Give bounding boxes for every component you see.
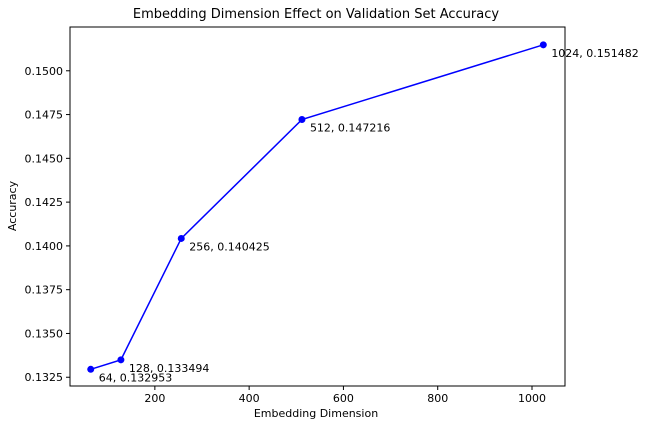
x-tick-label: 200	[144, 392, 165, 405]
x-tick-label: 1000	[518, 392, 546, 405]
data-point	[177, 234, 185, 242]
y-tick-label: 0.1350	[25, 327, 64, 340]
y-axis-label: Accuracy	[6, 180, 19, 231]
y-tick-label: 0.1425	[25, 196, 64, 209]
data-label: 64, 0.132953	[99, 371, 172, 384]
data-point	[87, 365, 95, 373]
x-tick-label: 600	[333, 392, 354, 405]
data-label: 256, 0.140425	[189, 240, 269, 253]
axes-frame	[69, 26, 566, 387]
chart-title: Embedding Dimension Effect on Validation…	[133, 7, 499, 22]
data-label: 128, 0.133494	[129, 362, 209, 375]
y-tick-label: 0.1450	[25, 152, 64, 165]
plot-area: 200 400 600 800 1000 0.1325 0.1350 0.1375 0.1400…	[25, 26, 639, 405]
data-point	[117, 356, 125, 364]
data-point	[298, 116, 306, 124]
x-axis-label: Embedding Dimension	[254, 407, 378, 420]
data-label: 1024, 0.151482	[551, 47, 638, 60]
y-tick-label: 0.1400	[25, 240, 64, 253]
y-tick-label: 0.1475	[25, 109, 64, 122]
x-tick-label: 400	[239, 392, 260, 405]
y-tick-label: 0.1325	[25, 371, 64, 384]
y-tick-label: 0.1500	[25, 65, 64, 78]
data-point	[539, 41, 547, 49]
y-tick-label: 0.1375	[25, 284, 64, 297]
data-label: 512, 0.147216	[310, 122, 390, 135]
x-tick-label: 800	[427, 392, 448, 405]
